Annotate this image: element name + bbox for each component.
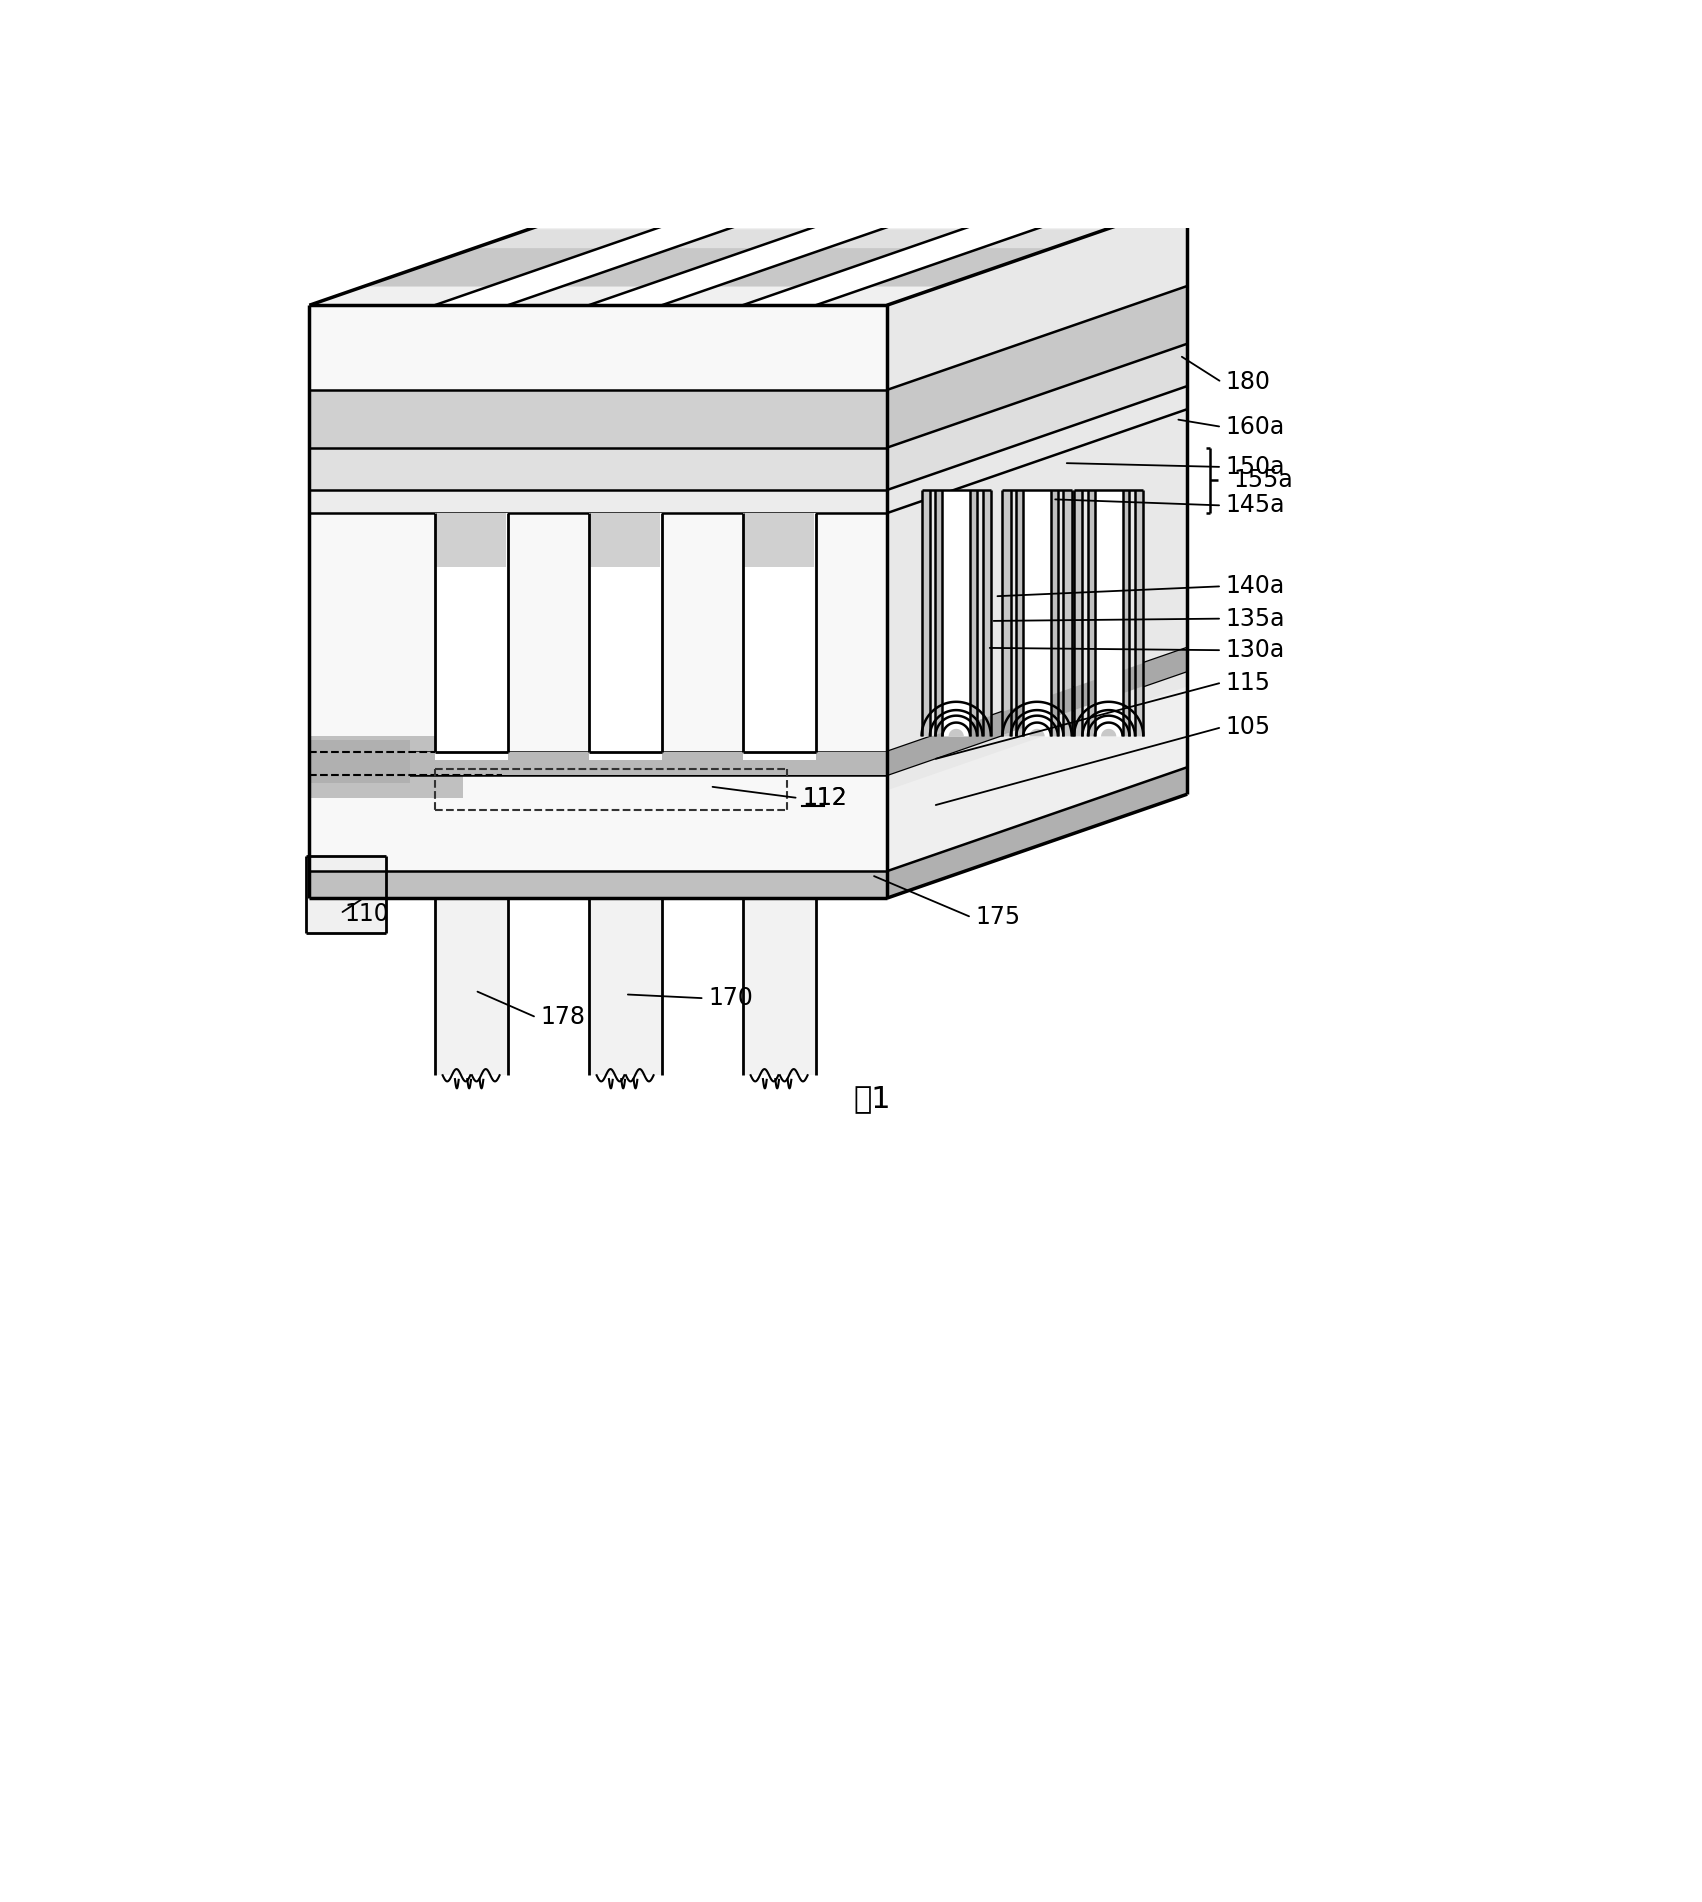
Polygon shape	[1088, 715, 1130, 736]
Polygon shape	[310, 871, 887, 898]
Text: 150a: 150a	[1225, 455, 1285, 479]
Polygon shape	[306, 856, 386, 932]
Polygon shape	[1082, 491, 1088, 736]
Polygon shape	[1074, 491, 1144, 736]
Polygon shape	[1050, 491, 1059, 736]
Text: 155a: 155a	[1234, 468, 1294, 493]
Polygon shape	[744, 514, 814, 567]
Polygon shape	[591, 514, 660, 567]
Polygon shape	[310, 390, 887, 447]
Text: 112: 112	[802, 786, 848, 810]
Text: 112: 112	[802, 786, 848, 810]
Polygon shape	[1002, 491, 1011, 736]
Polygon shape	[921, 702, 991, 736]
Polygon shape	[436, 514, 505, 567]
Polygon shape	[1074, 702, 1144, 736]
Polygon shape	[589, 898, 662, 1075]
Polygon shape	[1002, 702, 1072, 736]
Text: 图1: 图1	[853, 1084, 892, 1113]
Polygon shape	[1059, 491, 1064, 736]
Polygon shape	[943, 723, 970, 736]
Polygon shape	[1094, 491, 1123, 736]
Text: 180: 180	[1225, 371, 1271, 394]
Polygon shape	[887, 202, 1188, 898]
Polygon shape	[742, 898, 815, 1075]
Polygon shape	[921, 491, 991, 736]
Polygon shape	[887, 344, 1188, 491]
Polygon shape	[929, 709, 982, 736]
Text: 175: 175	[975, 905, 1021, 930]
Polygon shape	[589, 514, 662, 759]
Text: 115: 115	[1225, 671, 1271, 694]
Polygon shape	[1088, 491, 1094, 736]
Text: 140a: 140a	[1225, 574, 1285, 599]
Polygon shape	[310, 202, 1188, 304]
Polygon shape	[1023, 491, 1050, 736]
Text: 130a: 130a	[1225, 639, 1285, 662]
Polygon shape	[887, 649, 1188, 774]
Polygon shape	[310, 491, 887, 514]
Text: 135a: 135a	[1225, 607, 1285, 631]
Text: 145a: 145a	[1225, 493, 1285, 517]
Polygon shape	[434, 898, 507, 1075]
Polygon shape	[310, 304, 887, 898]
Polygon shape	[1064, 491, 1072, 736]
Polygon shape	[887, 767, 1188, 898]
Polygon shape	[1011, 709, 1064, 736]
Polygon shape	[434, 202, 808, 304]
Polygon shape	[977, 491, 982, 736]
Text: 160a: 160a	[1225, 415, 1285, 439]
Polygon shape	[936, 715, 977, 736]
Polygon shape	[948, 728, 963, 736]
Polygon shape	[921, 702, 991, 736]
Polygon shape	[1016, 491, 1023, 736]
Polygon shape	[364, 247, 1052, 287]
Polygon shape	[1101, 728, 1117, 736]
Polygon shape	[310, 740, 410, 782]
Text: 105: 105	[1225, 715, 1271, 740]
Polygon shape	[742, 514, 815, 759]
Polygon shape	[310, 447, 887, 491]
Text: 110: 110	[344, 902, 388, 926]
Polygon shape	[1123, 491, 1130, 736]
Polygon shape	[887, 285, 1188, 447]
Polygon shape	[1002, 491, 1072, 736]
Polygon shape	[1074, 702, 1144, 736]
Polygon shape	[921, 491, 929, 736]
Polygon shape	[943, 491, 970, 736]
Polygon shape	[1016, 715, 1059, 736]
Polygon shape	[887, 687, 1188, 898]
Text: 170: 170	[708, 987, 754, 1010]
Polygon shape	[434, 514, 507, 759]
Polygon shape	[1074, 491, 1082, 736]
Polygon shape	[1135, 491, 1144, 736]
Polygon shape	[1011, 491, 1016, 736]
Text: 178: 178	[541, 1006, 585, 1029]
Polygon shape	[982, 491, 991, 736]
Polygon shape	[929, 491, 936, 736]
Polygon shape	[310, 751, 887, 774]
Polygon shape	[1130, 491, 1135, 736]
Polygon shape	[887, 386, 1188, 514]
Polygon shape	[742, 202, 1117, 304]
Polygon shape	[970, 491, 977, 736]
Polygon shape	[1082, 709, 1135, 736]
Polygon shape	[936, 491, 943, 736]
Polygon shape	[1002, 702, 1072, 736]
Polygon shape	[1023, 723, 1050, 736]
Polygon shape	[310, 736, 463, 799]
Polygon shape	[1094, 723, 1123, 736]
Polygon shape	[1030, 728, 1045, 736]
Polygon shape	[589, 202, 962, 304]
Polygon shape	[475, 230, 1106, 247]
